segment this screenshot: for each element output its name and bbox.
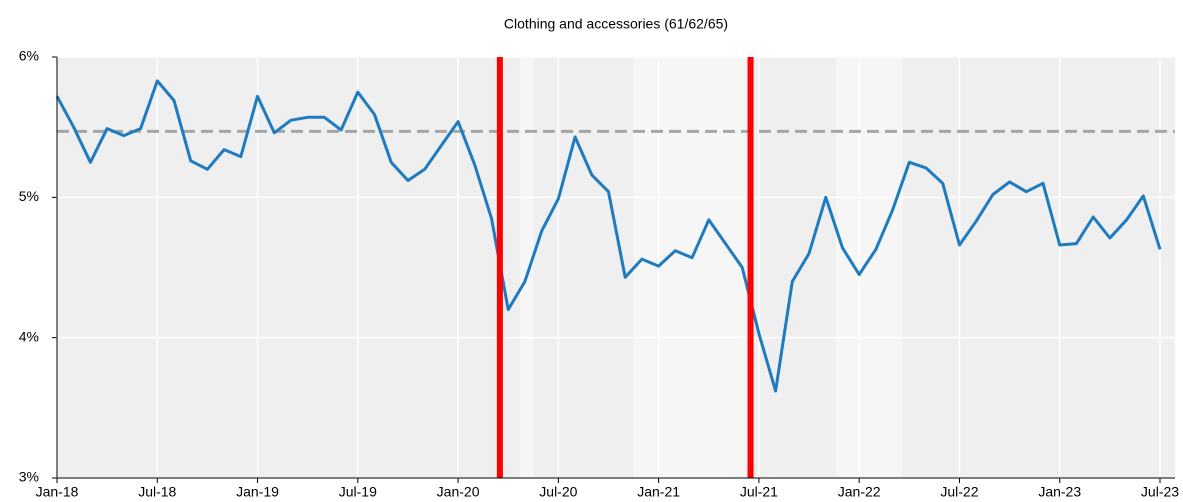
x-tick-label: Jul-20	[539, 484, 577, 500]
x-tick-label: Jan-23	[1038, 484, 1081, 500]
y-tick-label: 3%	[19, 469, 39, 485]
y-tick-label: 4%	[19, 328, 39, 344]
data-line	[55, 79, 1162, 393]
x-tick-label: Jul-23	[1141, 484, 1179, 500]
y-tick-label: 5%	[19, 188, 39, 204]
plot-background	[57, 57, 1175, 478]
x-tick-label: Jan-19	[236, 484, 279, 500]
shaded-period	[519, 57, 534, 478]
y-tick-label: 6%	[19, 48, 39, 64]
x-tick-label: Jan-18	[36, 484, 79, 500]
x-tick-label: Jan-20	[437, 484, 480, 500]
x-tick-label: Jul-21	[740, 484, 778, 500]
shaded-period	[835, 57, 903, 478]
x-tick-label: Jan-21	[637, 484, 680, 500]
x-tick-label: Jan-22	[838, 484, 881, 500]
chart-title: Clothing and accessories (61/62/65)	[504, 16, 728, 32]
x-tick-label: Jul-22	[940, 484, 978, 500]
shaded-period	[633, 57, 746, 478]
x-tick-label: Jul-19	[339, 484, 377, 500]
x-tick-label: Jul-18	[138, 484, 176, 500]
